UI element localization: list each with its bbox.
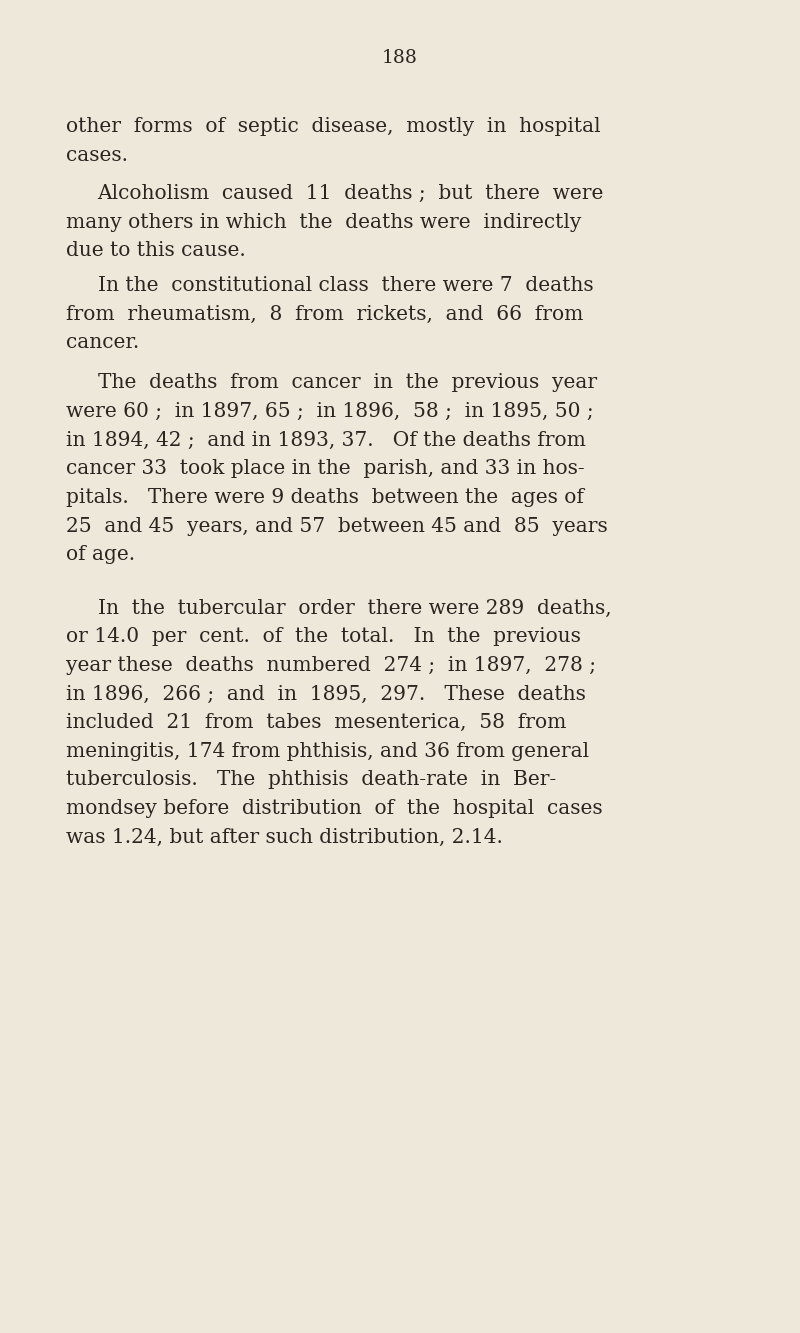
Text: year these  deaths  numbered  274 ;  in 1897,  278 ;: year these deaths numbered 274 ; in 1897… — [66, 656, 595, 674]
Text: due to this cause.: due to this cause. — [66, 241, 246, 260]
Text: in 1894, 42 ;  and in 1893, 37.   Of the deaths from: in 1894, 42 ; and in 1893, 37. Of the de… — [66, 431, 586, 449]
Text: in 1896,  266 ;  and  in  1895,  297.   These  deaths: in 1896, 266 ; and in 1895, 297. These d… — [66, 684, 586, 704]
Text: Alcoholism  caused  11  deaths ;  but  there  were: Alcoholism caused 11 deaths ; but there … — [98, 184, 604, 203]
Text: from  rheumatism,  8  from  rickets,  and  66  from: from rheumatism, 8 from rickets, and 66 … — [66, 304, 583, 324]
Text: cases.: cases. — [66, 145, 128, 165]
Text: In the  constitutional class  there were 7  deaths: In the constitutional class there were 7… — [98, 276, 594, 295]
Text: pitals.   There were 9 deaths  between the  ages of: pitals. There were 9 deaths between the … — [66, 488, 583, 507]
Text: cancer 33  took place in the  parish, and 33 in hos-: cancer 33 took place in the parish, and … — [66, 459, 584, 479]
Text: of age.: of age. — [66, 545, 134, 564]
Text: 25  and 45  years, and 57  between 45 and  85  years: 25 and 45 years, and 57 between 45 and 8… — [66, 516, 607, 536]
Text: other  forms  of  septic  disease,  mostly  in  hospital: other forms of septic disease, mostly in… — [66, 117, 600, 136]
Text: The  deaths  from  cancer  in  the  previous  year: The deaths from cancer in the previous y… — [98, 373, 597, 392]
Text: was 1.24, but after such distribution, 2.14.: was 1.24, but after such distribution, 2… — [66, 828, 502, 846]
Text: were 60 ;  in 1897, 65 ;  in 1896,  58 ;  in 1895, 50 ;: were 60 ; in 1897, 65 ; in 1896, 58 ; in… — [66, 403, 594, 421]
Text: or 14.0  per  cent.  of  the  total.   In  the  previous: or 14.0 per cent. of the total. In the p… — [66, 627, 581, 647]
Text: In  the  tubercular  order  there were 289  deaths,: In the tubercular order there were 289 d… — [98, 599, 611, 617]
Text: mondsey before  distribution  of  the  hospital  cases: mondsey before distribution of the hospi… — [66, 800, 602, 818]
Text: many others in which  the  deaths were  indirectly: many others in which the deaths were ind… — [66, 212, 581, 232]
Text: meningitis, 174 from phthisis, and 36 from general: meningitis, 174 from phthisis, and 36 fr… — [66, 741, 589, 761]
Text: cancer.: cancer. — [66, 333, 139, 352]
Text: 188: 188 — [382, 49, 418, 68]
Text: included  21  from  tabes  mesenterica,  58  from: included 21 from tabes mesenterica, 58 f… — [66, 713, 566, 732]
Text: tuberculosis.   The  phthisis  death-rate  in  Ber-: tuberculosis. The phthisis death-rate in… — [66, 770, 556, 789]
